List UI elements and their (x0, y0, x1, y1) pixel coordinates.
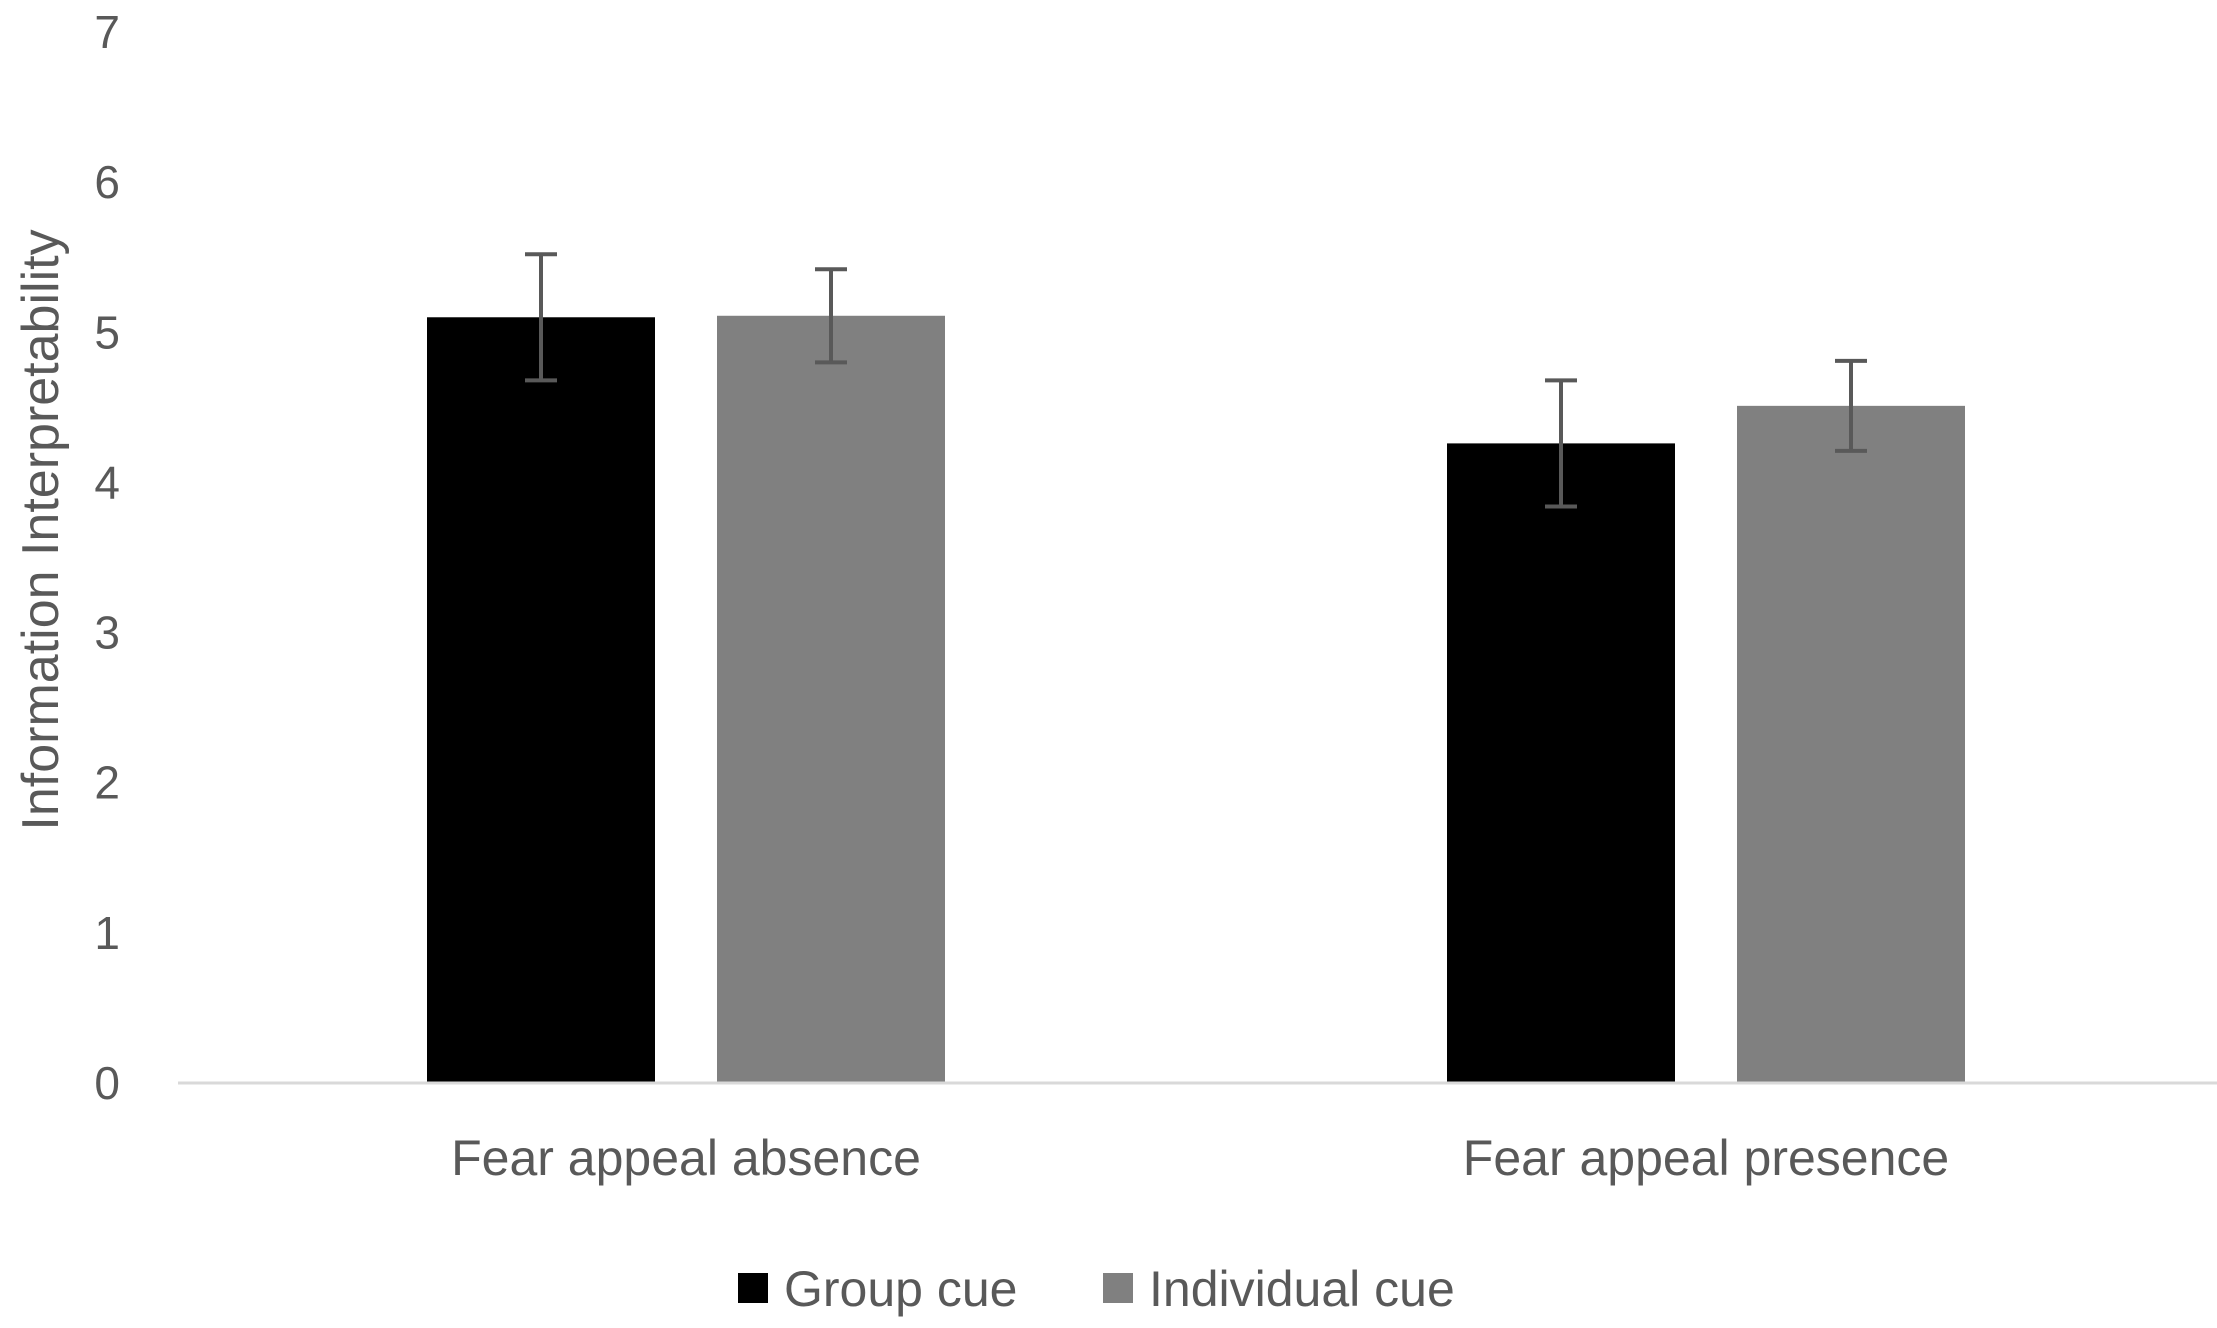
legend-swatch (1103, 1273, 1133, 1303)
y-tick-label: 3 (94, 607, 120, 659)
legend-swatch (738, 1273, 768, 1303)
error-bar (1835, 358, 1867, 453)
bar (1447, 443, 1675, 1083)
error-bar (525, 252, 557, 383)
legend-item: Individual cue (1103, 1261, 1455, 1317)
y-tick-label: 7 (94, 6, 120, 58)
y-tick-label: 4 (94, 456, 120, 508)
bar (717, 315, 945, 1083)
y-tick-label: 1 (94, 907, 120, 959)
bars (427, 315, 1965, 1083)
x-axis-category-labels: Fear appeal absence Fear appeal presence (451, 1130, 1949, 1186)
error-bar (1545, 378, 1577, 509)
legend-label: Group cue (784, 1261, 1017, 1317)
y-axis-title: Information Interpretability (12, 229, 70, 830)
y-tick-label: 0 (94, 1057, 120, 1109)
y-tick-label: 2 (94, 757, 120, 809)
error-bars (525, 252, 1867, 509)
y-axis-ticks: 0 1 2 3 4 5 6 7 (94, 6, 120, 1109)
legend: Group cue Individual cue (738, 1261, 1455, 1317)
bar (1737, 405, 1965, 1083)
legend-item: Group cue (738, 1261, 1017, 1317)
x-category-label: Fear appeal presence (1463, 1130, 1949, 1186)
y-tick-label: 5 (94, 306, 120, 358)
error-bar (815, 267, 847, 365)
x-category-label: Fear appeal absence (451, 1130, 921, 1186)
legend-label: Individual cue (1149, 1261, 1455, 1317)
bar (427, 317, 655, 1083)
y-tick-label: 6 (94, 156, 120, 208)
